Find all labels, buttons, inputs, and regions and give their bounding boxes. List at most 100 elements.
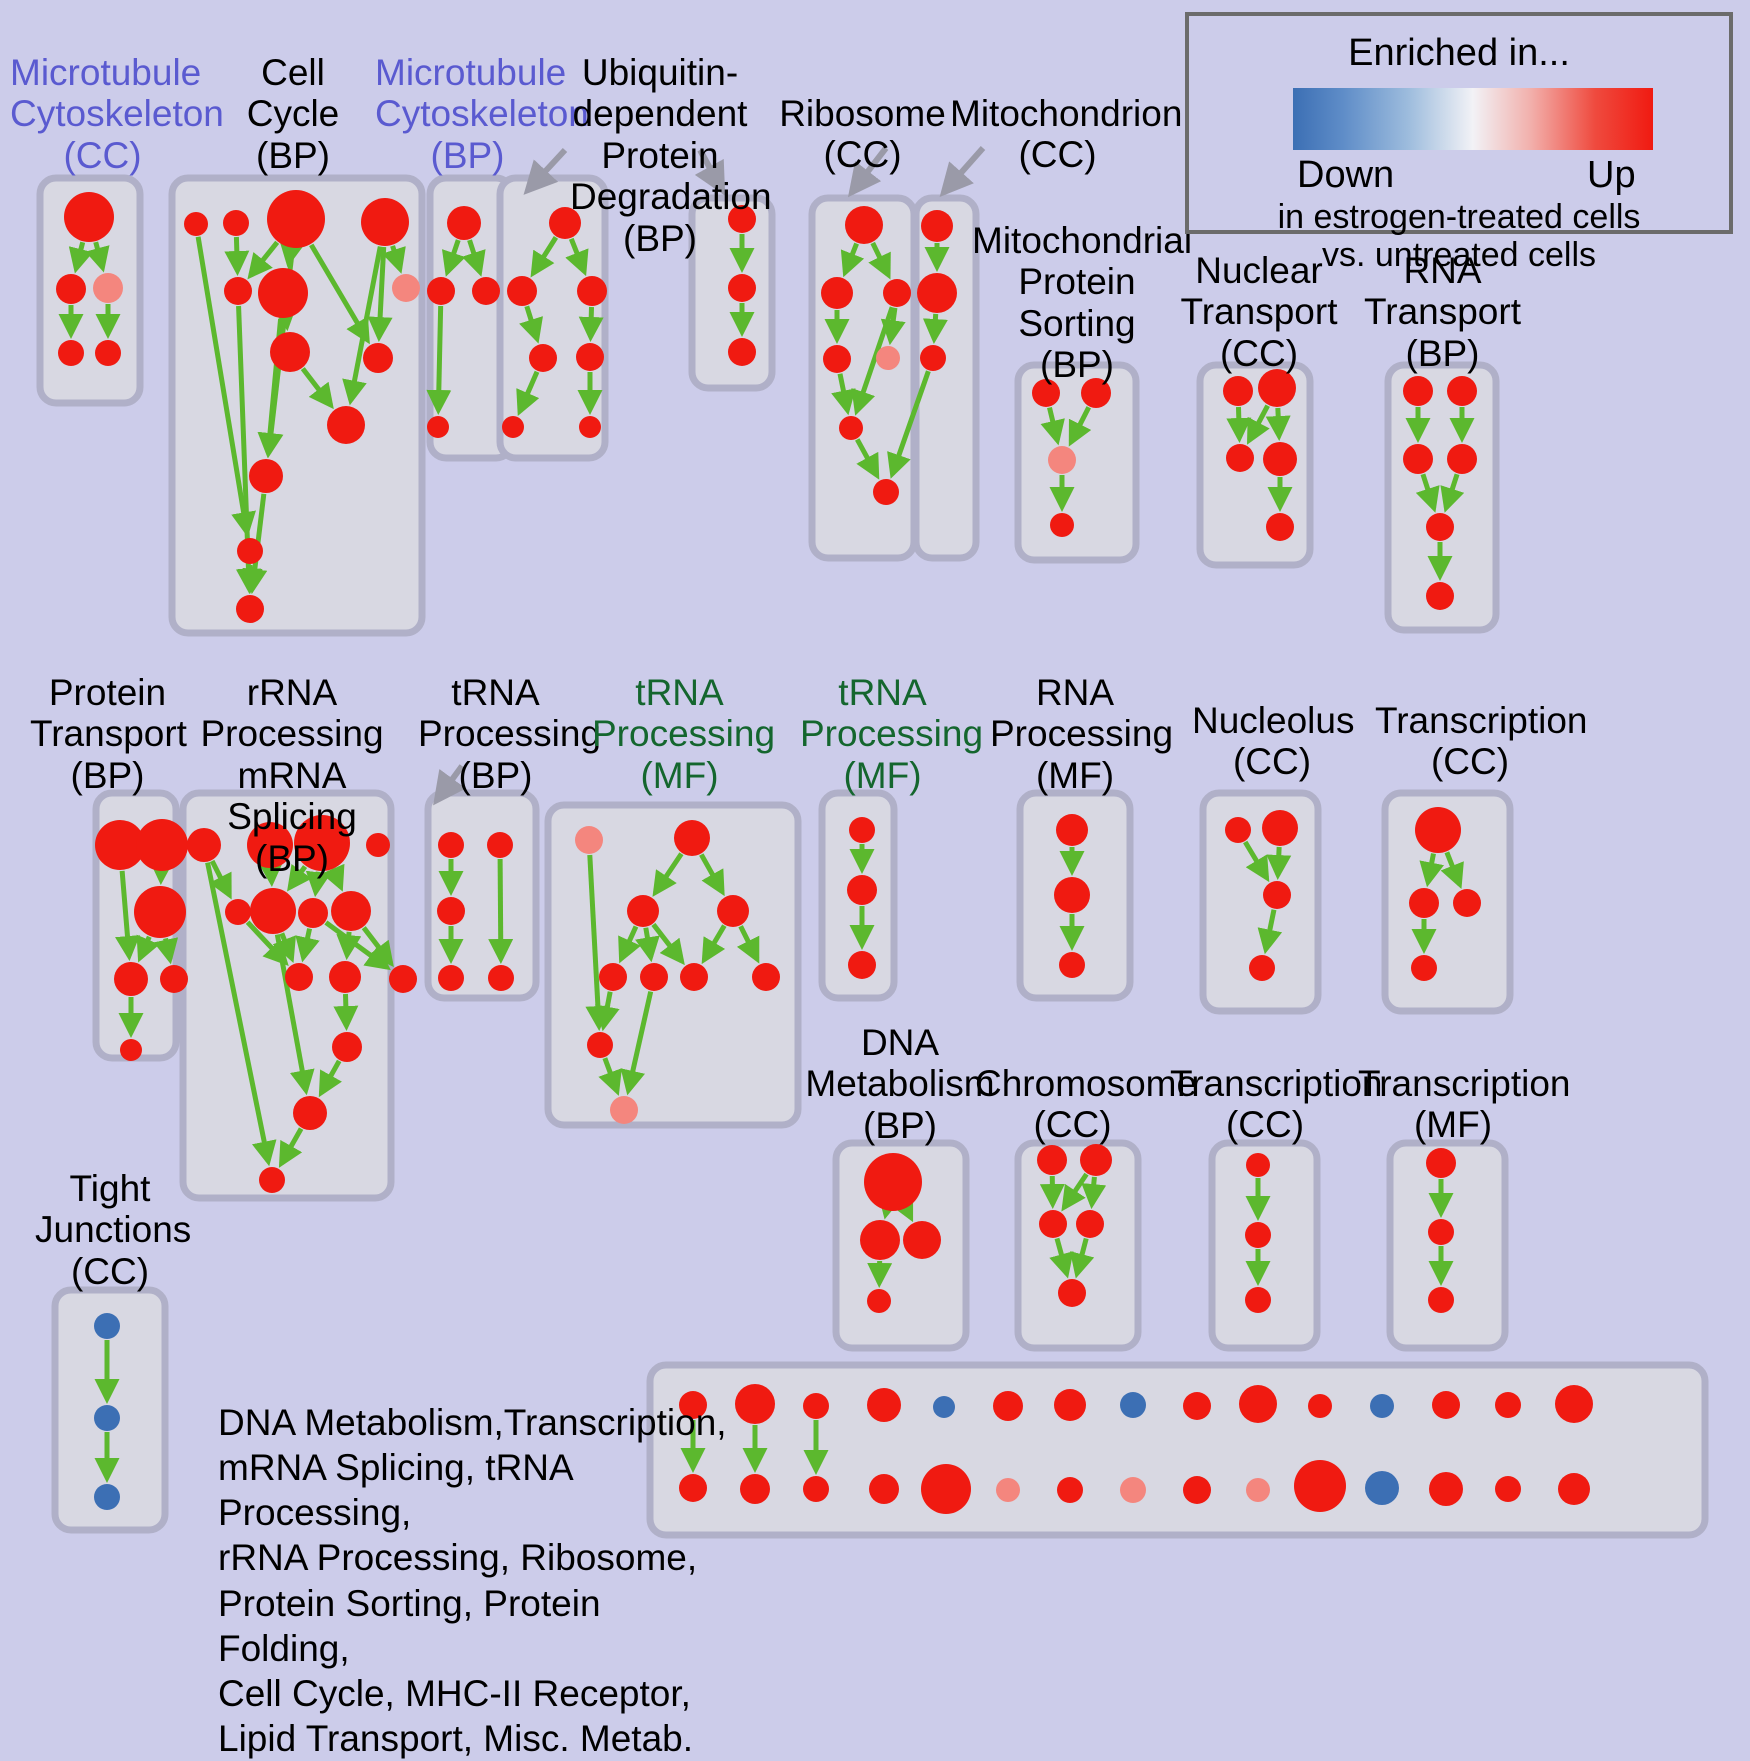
- go-term-node[interactable]: [331, 891, 371, 931]
- go-term-node[interactable]: [1308, 1394, 1332, 1418]
- go-term-node[interactable]: [225, 899, 251, 925]
- go-term-node[interactable]: [1370, 1394, 1394, 1418]
- go-term-node[interactable]: [56, 274, 86, 304]
- go-term-node[interactable]: [94, 1313, 120, 1339]
- go-term-node[interactable]: [847, 875, 877, 905]
- go-term-node[interactable]: [610, 1096, 638, 1124]
- go-term-node[interactable]: [1411, 955, 1437, 981]
- go-term-node[interactable]: [438, 832, 464, 858]
- cluster-box-ribosome-cc[interactable]: [812, 198, 914, 558]
- go-term-node[interactable]: [823, 345, 851, 373]
- go-term-node[interactable]: [1226, 444, 1254, 472]
- go-term-node[interactable]: [329, 961, 361, 993]
- go-term-node[interactable]: [1555, 1385, 1593, 1423]
- go-term-node[interactable]: [921, 210, 953, 242]
- go-term-node[interactable]: [1258, 369, 1296, 407]
- go-term-node[interactable]: [437, 897, 465, 925]
- go-term-node[interactable]: [93, 273, 123, 303]
- go-term-node[interactable]: [735, 1384, 775, 1424]
- go-term-node[interactable]: [1076, 1210, 1104, 1238]
- go-term-node[interactable]: [134, 886, 186, 938]
- go-term-node[interactable]: [58, 340, 84, 366]
- go-term-node[interactable]: [1409, 888, 1439, 918]
- go-term-node[interactable]: [223, 210, 249, 236]
- go-term-node[interactable]: [876, 346, 900, 370]
- go-term-node[interactable]: [1428, 1219, 1454, 1245]
- go-term-node[interactable]: [728, 274, 756, 302]
- go-term-node[interactable]: [869, 1474, 899, 1504]
- go-term-node[interactable]: [848, 951, 876, 979]
- go-term-node[interactable]: [160, 965, 188, 993]
- go-term-node[interactable]: [1426, 582, 1454, 610]
- go-term-node[interactable]: [237, 538, 263, 564]
- go-term-node[interactable]: [1365, 1471, 1399, 1505]
- go-term-node[interactable]: [1428, 1287, 1454, 1313]
- go-term-node[interactable]: [599, 963, 627, 991]
- go-term-node[interactable]: [1403, 376, 1433, 406]
- go-term-node[interactable]: [1056, 814, 1088, 846]
- go-term-node[interactable]: [575, 826, 603, 854]
- go-term-node[interactable]: [1037, 1145, 1067, 1175]
- go-term-node[interactable]: [259, 1167, 285, 1193]
- go-term-node[interactable]: [1249, 955, 1275, 981]
- go-term-node[interactable]: [95, 340, 121, 366]
- go-term-node[interactable]: [298, 898, 328, 928]
- go-term-node[interactable]: [502, 416, 524, 438]
- go-term-node[interactable]: [917, 273, 957, 313]
- go-term-node[interactable]: [579, 416, 601, 438]
- go-term-node[interactable]: [1223, 376, 1253, 406]
- go-term-node[interactable]: [1039, 1210, 1067, 1238]
- cluster-box-chromosome-cc[interactable]: [1018, 1143, 1138, 1348]
- go-term-node[interactable]: [577, 276, 607, 306]
- go-term-node[interactable]: [94, 1405, 120, 1431]
- go-term-node[interactable]: [1426, 1148, 1456, 1178]
- go-term-node[interactable]: [728, 338, 756, 366]
- go-term-node[interactable]: [472, 277, 500, 305]
- go-term-node[interactable]: [1225, 817, 1251, 843]
- go-term-node[interactable]: [993, 1391, 1023, 1421]
- go-term-node[interactable]: [1245, 1222, 1271, 1248]
- go-term-node[interactable]: [864, 1153, 922, 1211]
- go-term-node[interactable]: [1183, 1392, 1211, 1420]
- go-term-node[interactable]: [921, 1464, 971, 1514]
- go-term-node[interactable]: [576, 343, 604, 371]
- go-term-node[interactable]: [1266, 513, 1294, 541]
- go-term-node[interactable]: [1495, 1476, 1521, 1502]
- go-term-node[interactable]: [1262, 810, 1298, 846]
- go-term-node[interactable]: [94, 1484, 120, 1510]
- go-term-node[interactable]: [1294, 1460, 1346, 1512]
- go-term-node[interactable]: [680, 963, 708, 991]
- go-term-node[interactable]: [1246, 1478, 1270, 1502]
- go-term-node[interactable]: [740, 1474, 770, 1504]
- go-term-node[interactable]: [640, 963, 668, 991]
- go-term-node[interactable]: [717, 895, 749, 927]
- go-term-node[interactable]: [1415, 807, 1461, 853]
- go-term-node[interactable]: [1453, 889, 1481, 917]
- go-term-node[interactable]: [285, 963, 313, 991]
- go-term-node[interactable]: [1432, 1391, 1460, 1419]
- go-term-node[interactable]: [1057, 1477, 1083, 1503]
- go-term-node[interactable]: [1245, 1287, 1271, 1313]
- go-term-node[interactable]: [996, 1478, 1020, 1502]
- go-term-node[interactable]: [867, 1388, 901, 1422]
- go-term-node[interactable]: [1447, 376, 1477, 406]
- go-term-node[interactable]: [845, 206, 883, 244]
- go-term-node[interactable]: [1048, 446, 1076, 474]
- go-term-node[interactable]: [883, 279, 911, 307]
- go-term-node[interactable]: [867, 1289, 891, 1313]
- go-term-node[interactable]: [1054, 877, 1090, 913]
- go-term-node[interactable]: [114, 962, 148, 996]
- go-term-node[interactable]: [249, 459, 283, 493]
- go-term-node[interactable]: [587, 1032, 613, 1058]
- go-term-node[interactable]: [1120, 1477, 1146, 1503]
- go-term-node[interactable]: [258, 268, 308, 318]
- go-term-node[interactable]: [507, 276, 537, 306]
- go-term-node[interactable]: [250, 888, 296, 934]
- go-term-node[interactable]: [438, 965, 464, 991]
- go-term-node[interactable]: [389, 965, 417, 993]
- go-term-node[interactable]: [1426, 513, 1454, 541]
- go-term-node[interactable]: [1054, 1389, 1086, 1421]
- go-term-node[interactable]: [293, 1096, 327, 1130]
- go-term-node[interactable]: [1239, 1385, 1277, 1423]
- go-term-node[interactable]: [1429, 1472, 1463, 1506]
